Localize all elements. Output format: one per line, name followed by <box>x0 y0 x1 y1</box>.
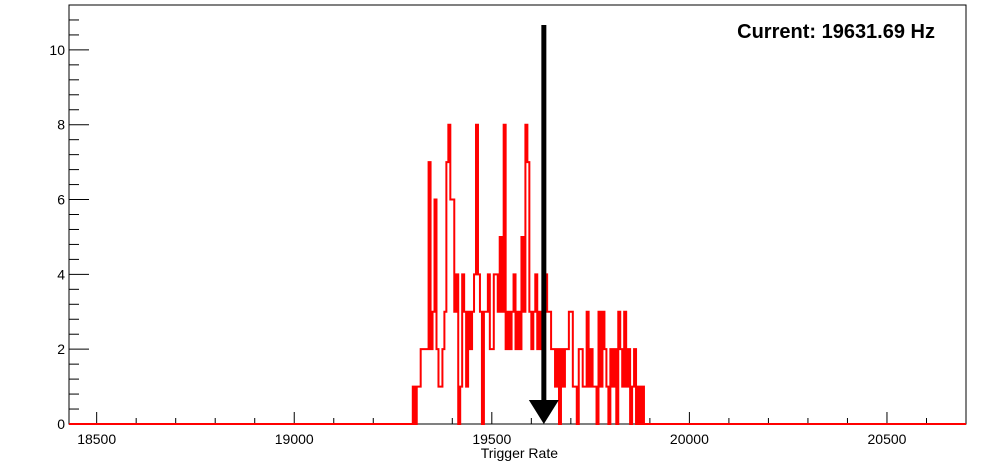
y-tick-label: 6 <box>57 192 65 208</box>
x-tick-label: 20000 <box>670 431 709 447</box>
y-tick-label: 0 <box>57 416 65 432</box>
plot-frame <box>68 4 967 425</box>
x-tick-label: 18500 <box>77 431 116 447</box>
current-rate-marker <box>528 25 559 424</box>
y-tick-label: 10 <box>49 42 65 58</box>
y-tick-label: 2 <box>57 341 65 357</box>
histogram-series-line <box>69 123 966 425</box>
x-tick-label: 20500 <box>868 431 907 447</box>
x-tick-label: 19500 <box>472 431 511 447</box>
y-tick-label: 4 <box>57 266 65 282</box>
y-tick-label: 8 <box>57 117 65 133</box>
x-tick-label: 19000 <box>275 431 314 447</box>
x-axis: 18500 19000 19500 20000 20500 <box>77 412 967 447</box>
current-rate-label: Current: 19631.69 Hz <box>737 21 935 43</box>
current-rate-arrow-head <box>528 400 559 424</box>
x-axis-title: Trigger Rate <box>481 445 559 461</box>
y-axis: 0 2 4 6 8 10 <box>49 4 89 432</box>
